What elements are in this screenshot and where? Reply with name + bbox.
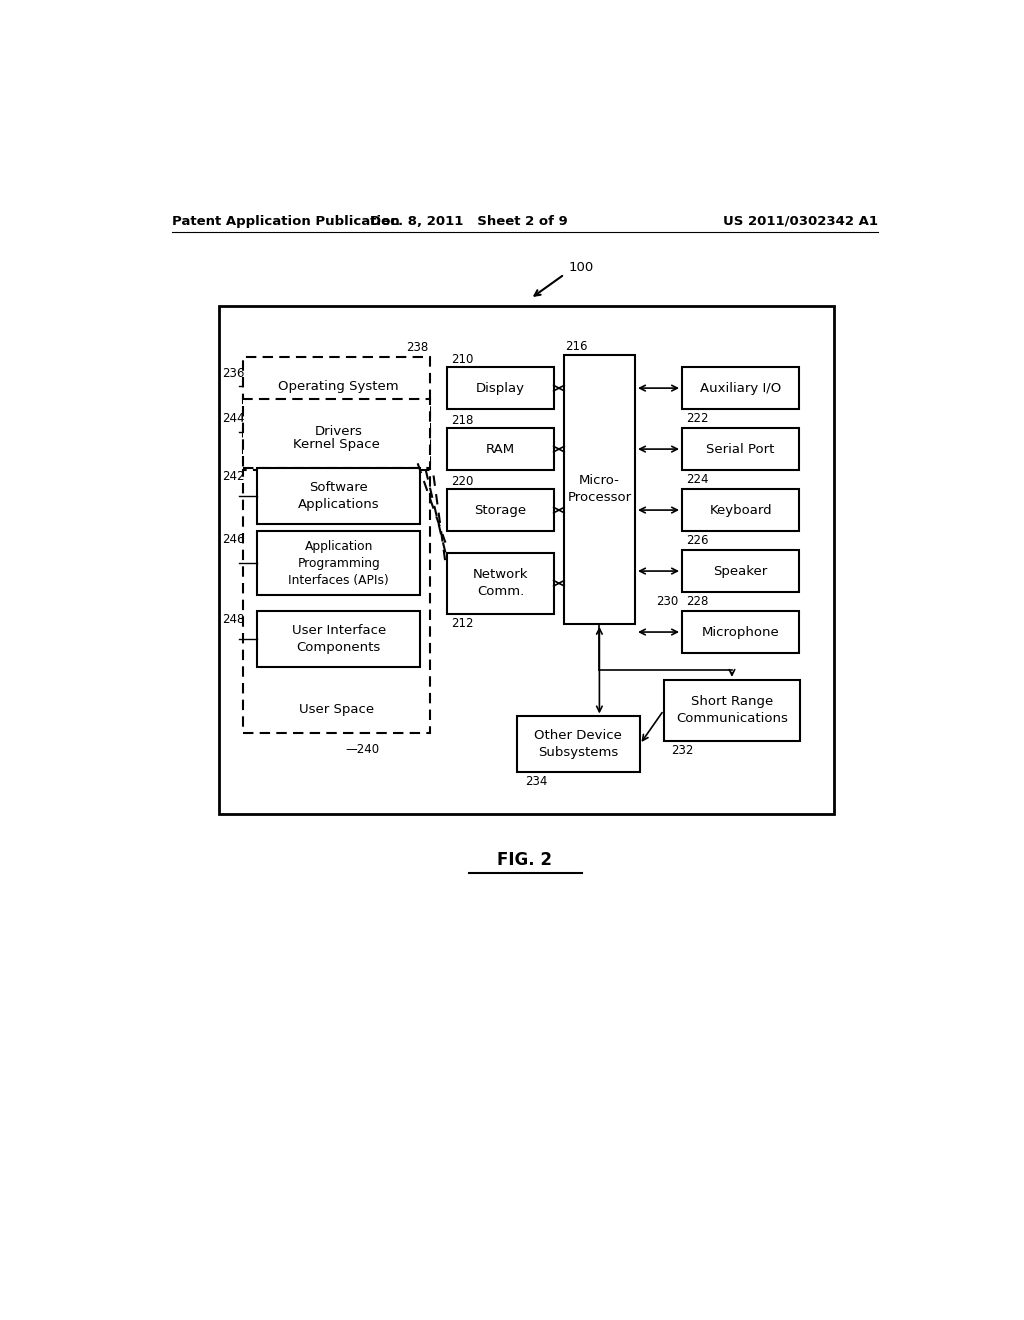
Text: —240: —240 [346, 743, 380, 756]
Text: 230: 230 [656, 595, 679, 609]
Text: Other Device
Subsystems: Other Device Subsystems [535, 730, 623, 759]
Text: Application
Programming
Interfaces (APIs): Application Programming Interfaces (APIs… [289, 540, 389, 587]
Bar [243, 356, 430, 463]
Bar [682, 611, 800, 653]
Bar [219, 306, 835, 814]
Text: 100: 100 [568, 260, 594, 273]
Text: 224: 224 [686, 474, 709, 487]
Bar [664, 680, 800, 741]
Text: 212: 212 [451, 616, 473, 630]
Text: Speaker: Speaker [714, 565, 768, 578]
Text: Patent Application Publication: Patent Application Publication [172, 215, 399, 228]
Bar [447, 553, 554, 614]
Text: 238: 238 [406, 341, 428, 354]
Text: 210: 210 [451, 352, 473, 366]
Bar [517, 717, 640, 772]
Text: Storage: Storage [474, 503, 526, 516]
Bar [257, 532, 420, 595]
Text: 244: 244 [221, 412, 244, 425]
Text: Keyboard: Keyboard [710, 503, 772, 516]
Text: 220: 220 [451, 475, 473, 487]
Text: US 2011/0302342 A1: US 2011/0302342 A1 [723, 215, 878, 228]
Text: Dec. 8, 2011   Sheet 2 of 9: Dec. 8, 2011 Sheet 2 of 9 [371, 215, 568, 228]
Bar [259, 411, 418, 453]
Bar [243, 399, 430, 469]
Text: Software
Applications: Software Applications [298, 482, 380, 511]
Bar [259, 364, 418, 408]
Text: Kernel Space: Kernel Space [293, 438, 380, 451]
Text: 218: 218 [451, 413, 473, 426]
Text: FIG. 2: FIG. 2 [498, 850, 552, 869]
Text: 248: 248 [221, 612, 244, 626]
Text: 246: 246 [221, 533, 244, 546]
Bar [682, 488, 800, 532]
Text: 232: 232 [672, 744, 694, 756]
Text: Drivers: Drivers [314, 425, 362, 438]
Bar [682, 367, 800, 409]
Bar [447, 428, 554, 470]
Text: Display: Display [476, 381, 525, 395]
Text: Serial Port: Serial Port [707, 442, 775, 455]
Bar [563, 355, 635, 624]
Bar [682, 428, 800, 470]
Text: 216: 216 [565, 339, 588, 352]
Bar [682, 549, 800, 593]
Bar [447, 488, 554, 532]
Text: 234: 234 [524, 775, 547, 788]
Text: Auxiliary I/O: Auxiliary I/O [700, 381, 781, 395]
Text: User Interface
Components: User Interface Components [292, 623, 386, 653]
Text: RAM: RAM [486, 442, 515, 455]
Text: Micro-
Processor: Micro- Processor [567, 474, 632, 504]
Text: Short Range
Communications: Short Range Communications [676, 696, 787, 725]
Bar [243, 470, 430, 733]
Bar [257, 611, 420, 667]
Text: Network
Comm.: Network Comm. [473, 568, 528, 598]
Text: 226: 226 [686, 535, 709, 548]
Text: 222: 222 [686, 412, 709, 425]
Text: Microphone: Microphone [701, 626, 779, 639]
Bar [257, 469, 420, 524]
Text: 236: 236 [221, 367, 244, 380]
Bar [447, 367, 554, 409]
Text: Operating System: Operating System [278, 380, 398, 392]
Text: User Space: User Space [299, 704, 374, 717]
Text: 242: 242 [221, 470, 244, 483]
Text: 228: 228 [686, 595, 709, 609]
